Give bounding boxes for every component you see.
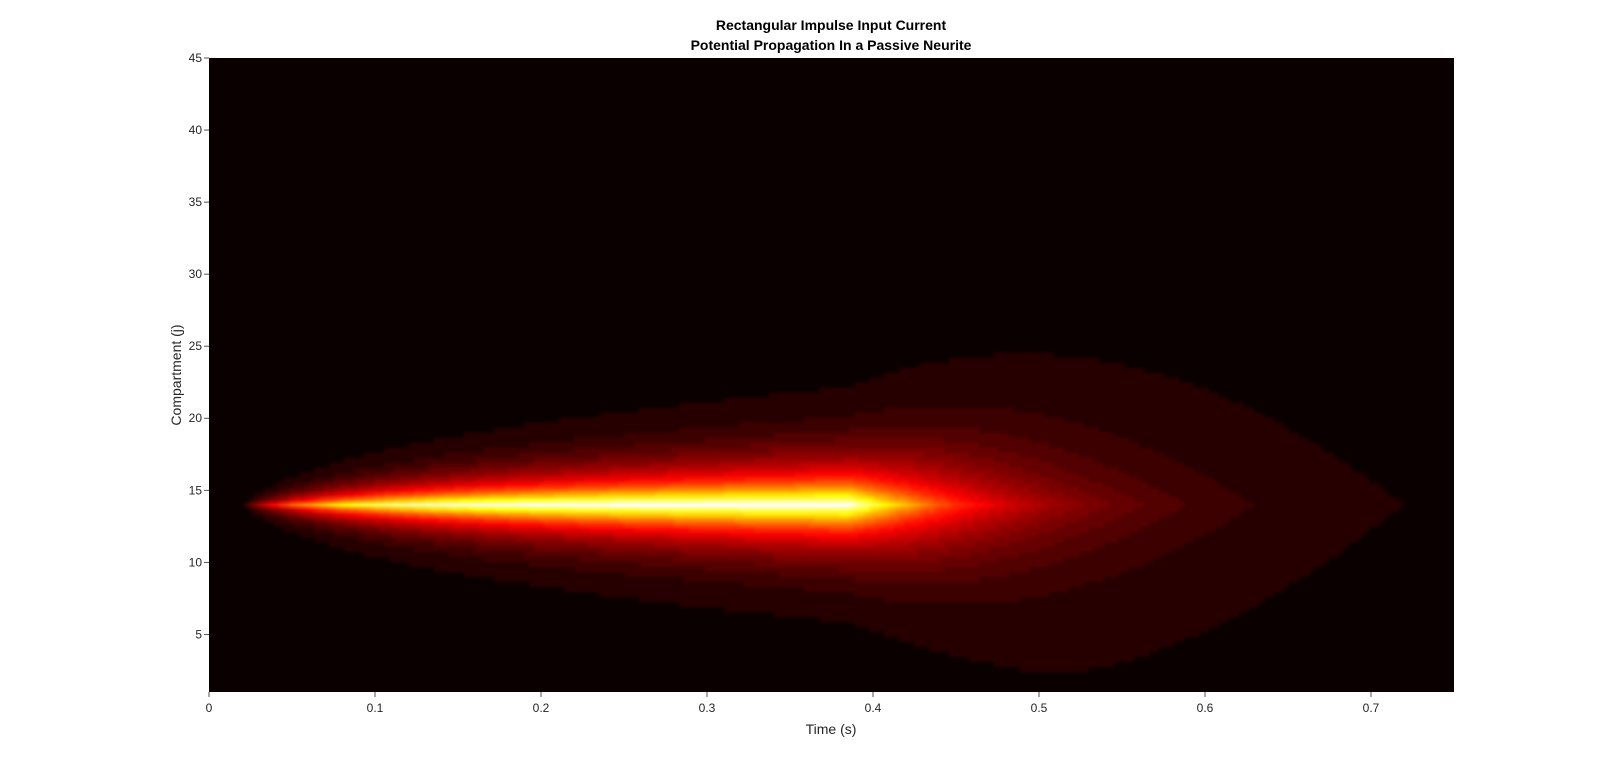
x-tick-label: 0.5 [1031, 701, 1048, 715]
plot-area [209, 58, 1454, 692]
y-tick-label: 25 [189, 339, 203, 353]
x-tick-label: 0.1 [367, 701, 384, 715]
chart-title: Rectangular Impulse Input Current [716, 17, 947, 33]
x-tick-label: 0.7 [1363, 701, 1380, 715]
x-tick-label: 0.3 [699, 701, 716, 715]
y-tick-label: 30 [189, 267, 203, 281]
x-axis-label: Time (s) [806, 721, 857, 737]
y-tick-label: 45 [189, 51, 203, 65]
y-tick-label: 10 [189, 555, 203, 569]
heatmap-image [209, 58, 1454, 692]
y-tick-label: 40 [189, 123, 203, 137]
y-axis-ticks: 5 10 15 20 25 30 35 40 45 [189, 51, 209, 641]
x-tick-label: 0.6 [1197, 701, 1214, 715]
y-tick-label: 15 [189, 483, 203, 497]
y-tick-label: 35 [189, 195, 203, 209]
x-tick-label: 0.2 [533, 701, 550, 715]
x-tick-label: 0.4 [865, 701, 882, 715]
y-tick-label: 20 [189, 411, 203, 425]
x-axis-ticks: 0 0.1 0.2 0.3 0.4 0.5 0.6 0.7 [206, 692, 1380, 715]
x-tick-label: 0 [206, 701, 213, 715]
y-axis-label: Compartment (j) [168, 324, 184, 425]
y-tick-label: 5 [195, 627, 202, 641]
chart-subtitle: Potential Propagation In a Passive Neuri… [691, 37, 972, 53]
